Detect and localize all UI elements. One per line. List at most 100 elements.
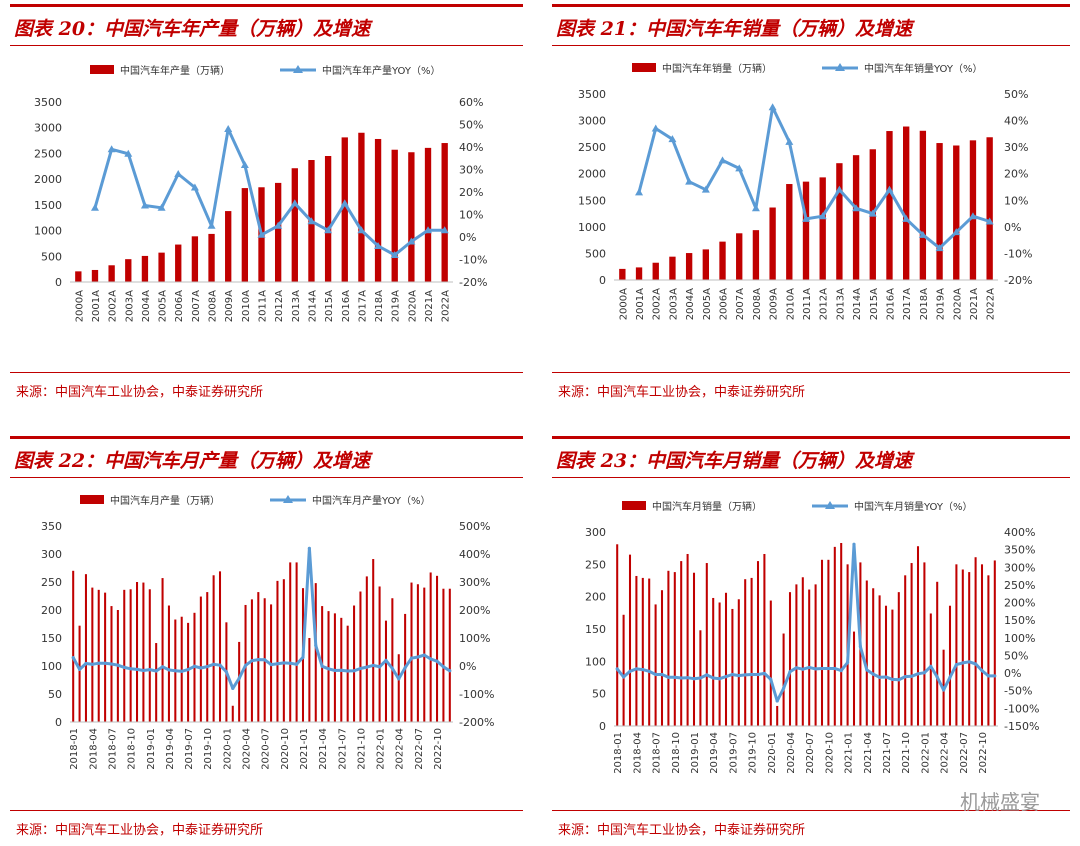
- bar: [206, 592, 209, 722]
- y-right-tick-label: 10%: [459, 209, 483, 222]
- monthly-sales-chart: 中国汽车月销量（万辆） 中国汽车月销量YOY（%） 0 50 100 150 200 250 3…: [585, 500, 1039, 774]
- yoy-point: [769, 677, 773, 682]
- yoy-point: [967, 660, 971, 664]
- yoy-point: [802, 214, 810, 222]
- bar: [148, 589, 151, 722]
- bar: [635, 267, 643, 280]
- bar: [786, 184, 793, 280]
- bar: [187, 622, 190, 722]
- x-tick-label: 2019-10: [203, 728, 214, 770]
- x-tick-label: 2008A: [208, 290, 219, 322]
- source-note: 来源：中国汽车工业协会，中泰证券研究所: [16, 823, 264, 838]
- yoy-point: [167, 668, 171, 672]
- bar: [903, 126, 910, 280]
- bar: [212, 575, 215, 722]
- y-right-tick-label: 300%: [1004, 561, 1035, 574]
- yoy-point: [346, 669, 350, 673]
- bar: [391, 149, 398, 282]
- yoy-point: [358, 666, 363, 671]
- x-tick-label: 2002A: [652, 288, 663, 320]
- yoy-point: [199, 666, 203, 670]
- y-left-tick-label: 100: [41, 660, 62, 673]
- yoy-point: [756, 672, 760, 677]
- bar: [980, 564, 984, 726]
- x-tick-label: 2021-10: [356, 728, 367, 770]
- yoy-point: [384, 658, 388, 662]
- yoy-point: [785, 137, 794, 145]
- y-right-tick-label: 500%: [459, 520, 490, 533]
- y-right-tick-label: -10%: [459, 254, 487, 267]
- bar: [673, 572, 676, 726]
- y-right-tick-label: 30%: [459, 164, 483, 177]
- yoy-point: [651, 124, 660, 132]
- x-tick-label: 2020-07: [805, 732, 816, 774]
- yoy-point: [735, 164, 744, 172]
- y-left-tick-label: 2000: [34, 173, 62, 186]
- bar: [750, 577, 753, 726]
- x-tick-label: 2012A: [819, 288, 830, 320]
- bar: [78, 625, 81, 722]
- x-tick-label: 2022A: [986, 288, 997, 320]
- y-left-tick-label: 100: [585, 655, 606, 668]
- yoy-point: [243, 663, 248, 668]
- bar: [763, 553, 766, 726]
- bar: [333, 613, 336, 722]
- legend-bar-label: 中国汽车年销量（万辆）: [662, 62, 772, 75]
- x-tick-label: 2014A: [852, 288, 863, 320]
- y-left-tick-label: 500: [41, 250, 62, 263]
- yoy-point: [885, 185, 894, 193]
- bar: [987, 575, 990, 726]
- bar: [276, 580, 279, 722]
- bar: [886, 131, 893, 280]
- bar: [686, 553, 689, 726]
- bar: [782, 633, 785, 726]
- bar: [374, 138, 382, 282]
- yoy-point: [807, 665, 811, 670]
- bar: [136, 582, 139, 722]
- bar: [72, 570, 75, 722]
- y-left-tick-label: 0: [55, 716, 62, 729]
- yoy-point: [307, 217, 316, 225]
- bar: [865, 580, 868, 726]
- bar: [953, 145, 960, 280]
- yoy-point: [961, 661, 965, 665]
- yoy-point: [84, 661, 88, 666]
- yoy-point: [641, 667, 645, 672]
- yoy-point: [109, 662, 114, 666]
- yoy-point: [269, 663, 273, 667]
- y-left-tick-label: 200: [41, 604, 62, 617]
- yoy-point: [986, 674, 990, 678]
- y-right-tick-label: -100%: [459, 688, 494, 701]
- yoy-point: [711, 676, 715, 680]
- y-right-tick-label: 200%: [1004, 597, 1035, 610]
- bar: [802, 181, 810, 280]
- yoy-point: [737, 673, 741, 678]
- y-left-tick-label: 150: [585, 623, 606, 636]
- legend-line-marker: [293, 65, 303, 73]
- x-tick-label: 2022-04: [940, 732, 951, 774]
- y-left-tick-label: 0: [55, 276, 62, 289]
- legend-line-label: 中国汽车月产量YOY（%）: [312, 494, 431, 507]
- chart-panel-monthly-sales: 图表 23：中国汽车月销量（万辆）及增速 中国汽车月销量（万辆） 中国汽车月销量Y…: [552, 436, 1070, 842]
- bar: [372, 559, 375, 722]
- chart-panel-annual-sales: 图表 21：中国汽车年销量（万辆）及增速 中国汽车年销量（万辆） 中国汽车年销量Y…: [552, 4, 1070, 406]
- yoy-point: [948, 675, 952, 679]
- chart-title-bar: 图表 22：中国汽车月产量（万辆）及增速: [10, 436, 523, 478]
- bar: [904, 575, 907, 726]
- bar: [104, 592, 107, 722]
- bar: [974, 557, 977, 726]
- legend-bar-swatch: [90, 65, 114, 74]
- bar: [158, 252, 165, 282]
- x-tick-label: 2021-10: [901, 732, 912, 774]
- y-left-tick-label: 50: [48, 688, 62, 701]
- y-right-tick-label: 350%: [1004, 544, 1035, 557]
- x-tick-label: 2019-01: [146, 728, 157, 770]
- y-left-tick-label: 1500: [578, 194, 606, 207]
- yoy-point: [157, 203, 166, 211]
- yoy-point: [263, 658, 267, 662]
- yoy-point: [718, 677, 722, 681]
- yoy-point: [160, 665, 165, 669]
- bar: [652, 262, 659, 280]
- yoy-point: [878, 675, 882, 679]
- yoy-point: [116, 663, 120, 667]
